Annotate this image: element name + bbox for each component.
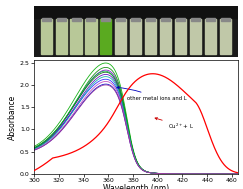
Bar bbox=[56, 19, 67, 54]
Bar bbox=[115, 19, 126, 54]
Bar bbox=[221, 18, 230, 21]
Bar bbox=[100, 19, 112, 54]
Bar bbox=[206, 18, 215, 21]
Bar bbox=[176, 18, 185, 21]
Bar bbox=[101, 18, 110, 21]
Bar bbox=[72, 18, 80, 21]
Bar bbox=[220, 19, 231, 54]
Bar bbox=[191, 18, 200, 21]
Bar bbox=[146, 18, 155, 21]
Bar bbox=[145, 19, 156, 54]
Text: other metal ions and L: other metal ions and L bbox=[117, 87, 186, 101]
X-axis label: Wavelength (nm): Wavelength (nm) bbox=[103, 184, 169, 189]
Text: Cu$^{2+}$+ L: Cu$^{2+}$+ L bbox=[155, 118, 194, 130]
Bar bbox=[70, 19, 82, 54]
Bar bbox=[190, 19, 201, 54]
Bar bbox=[160, 19, 171, 54]
Bar bbox=[42, 18, 51, 21]
Bar bbox=[116, 18, 125, 21]
Bar bbox=[34, 6, 238, 19]
Bar bbox=[175, 19, 186, 54]
Bar bbox=[130, 19, 141, 54]
Bar bbox=[205, 19, 216, 54]
Bar bbox=[41, 19, 52, 54]
Bar bbox=[161, 18, 170, 21]
Bar bbox=[85, 19, 96, 54]
Bar bbox=[131, 18, 140, 21]
Bar bbox=[57, 18, 66, 21]
Y-axis label: Absorbance: Absorbance bbox=[8, 94, 17, 140]
Bar bbox=[87, 18, 95, 21]
